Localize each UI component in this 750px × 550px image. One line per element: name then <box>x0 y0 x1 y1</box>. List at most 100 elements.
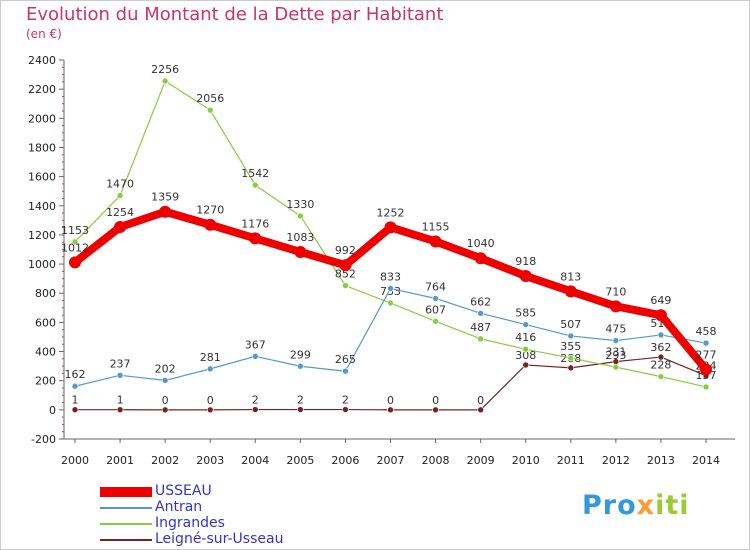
data-label-leign-sur-usseau: 331 <box>605 346 626 359</box>
data-label-leign-sur-usseau: 2 <box>297 394 304 407</box>
data-label-usseau: 813 <box>560 270 581 283</box>
data-point-usseau <box>700 363 712 376</box>
data-label-antran: 458 <box>696 325 717 338</box>
y-tick-label: 1000 <box>28 258 56 271</box>
data-point-antran <box>116 371 124 379</box>
data-point-antran <box>387 285 394 292</box>
y-tick-label: 600 <box>35 316 56 329</box>
data-point-leign-sur-usseau <box>251 406 259 413</box>
data-point-leign-sur-usseau <box>342 406 349 413</box>
data-label-usseau: 918 <box>515 255 536 268</box>
chart-legend: USSEAU Antran Ingrandes Leigné-sur-Usseau <box>100 483 320 548</box>
data-point-antran <box>297 362 304 370</box>
data-point-leign-sur-usseau <box>657 353 665 361</box>
logo-part-iti: iti <box>655 490 690 521</box>
data-label-usseau: 1176 <box>241 217 269 230</box>
data-point-usseau <box>519 270 532 283</box>
legend-swatch <box>100 487 152 497</box>
x-tick-label: 2002 <box>151 454 179 467</box>
data-label-leign-sur-usseau: 1 <box>117 394 124 407</box>
x-tick-label: 2005 <box>286 454 314 467</box>
data-label-leign-sur-usseau: 0 <box>432 394 439 407</box>
data-label-antran: 585 <box>515 307 536 320</box>
data-point-antran <box>702 339 710 347</box>
data-label-usseau: 710 <box>605 285 626 298</box>
data-point-ingrandes <box>116 192 124 199</box>
logo-part-x: x <box>636 490 656 521</box>
data-point-usseau <box>384 221 397 234</box>
data-label-ingrandes: 293 <box>605 349 626 362</box>
x-tick-label: 2003 <box>196 454 224 467</box>
legend-item-usseau: USSEAU <box>100 483 320 500</box>
data-point-ingrandes <box>432 318 439 325</box>
data-label-usseau: 1270 <box>196 204 224 217</box>
legend-label: Leigné-sur-Usseau <box>155 531 284 547</box>
data-label-antran: 299 <box>290 348 311 361</box>
data-label-leign-sur-usseau: 0 <box>162 394 169 407</box>
data-point-leign-sur-usseau <box>206 406 214 414</box>
data-label-ingrandes: 852 <box>335 268 356 281</box>
data-point-antran <box>477 310 484 317</box>
data-point-usseau <box>339 259 352 272</box>
data-label-antran: 833 <box>380 270 401 283</box>
data-label-usseau: 277 <box>696 348 717 361</box>
data-point-ingrandes <box>387 299 394 307</box>
data-point-ingrandes <box>657 373 665 380</box>
data-point-usseau <box>654 309 667 322</box>
data-label-leign-sur-usseau: 1 <box>72 394 79 407</box>
data-point-usseau <box>69 256 81 269</box>
data-point-usseau <box>204 218 217 231</box>
data-point-antran <box>432 295 439 302</box>
data-label-ingrandes: 2256 <box>151 63 179 76</box>
legend-swatch <box>100 523 152 525</box>
data-point-ingrandes <box>71 238 79 246</box>
y-tick-label: 400 <box>35 346 56 359</box>
chart-subtitle: (en €) <box>26 27 62 41</box>
x-tick-label: 2010 <box>512 454 540 467</box>
data-point-ingrandes <box>297 212 304 220</box>
data-label-leign-sur-usseau: 2 <box>252 394 259 407</box>
data-point-antran <box>251 353 259 360</box>
data-label-antran: 507 <box>560 318 581 331</box>
data-point-ingrandes <box>342 282 349 289</box>
data-label-leign-sur-usseau: 0 <box>207 394 214 407</box>
y-tick-label: 800 <box>35 287 56 300</box>
data-label-usseau: 649 <box>650 294 671 307</box>
data-label-usseau: 1083 <box>286 231 314 244</box>
data-point-ingrandes <box>522 345 530 353</box>
data-point-usseau <box>249 232 262 245</box>
data-point-ingrandes <box>161 77 169 85</box>
legend-label: USSEAU <box>155 483 212 499</box>
data-label-ingrandes: 1542 <box>241 167 269 180</box>
logo-part-pro: Pro <box>582 490 637 521</box>
data-label-usseau: 1254 <box>106 206 134 219</box>
data-point-ingrandes <box>206 106 214 114</box>
data-point-leign-sur-usseau <box>116 406 124 414</box>
data-label-ingrandes: 487 <box>470 321 491 334</box>
data-label-antran: 764 <box>425 280 446 293</box>
y-tick-label: 1400 <box>28 200 56 213</box>
data-point-leign-sur-usseau <box>477 406 484 414</box>
data-point-leign-sur-usseau <box>387 406 394 414</box>
x-tick-label: 2004 <box>241 454 269 467</box>
data-label-usseau: 1012 <box>61 241 89 254</box>
chart-title: Evolution du Montant de la Dette par Hab… <box>26 4 444 25</box>
y-tick-label: 200 <box>35 375 56 388</box>
x-tick-label: 2012 <box>602 454 630 467</box>
data-point-usseau <box>609 300 622 313</box>
data-point-leign-sur-usseau <box>522 361 530 369</box>
x-tick-label: 2006 <box>331 454 359 467</box>
data-point-usseau <box>429 235 442 248</box>
data-label-leign-sur-usseau: 0 <box>387 394 394 407</box>
data-point-antran <box>567 332 575 340</box>
data-label-ingrandes: 228 <box>650 359 671 372</box>
data-label-usseau: 1155 <box>422 220 450 233</box>
y-tick-label: -200 <box>31 433 56 446</box>
y-tick-label: 1800 <box>28 141 56 154</box>
data-point-usseau <box>294 245 307 258</box>
y-tick-label: 1600 <box>28 171 56 184</box>
x-tick-label: 2014 <box>692 454 720 467</box>
y-tick-label: 0 <box>49 404 56 417</box>
data-label-usseau: 992 <box>335 244 356 257</box>
y-tick-label: 2000 <box>28 112 56 125</box>
